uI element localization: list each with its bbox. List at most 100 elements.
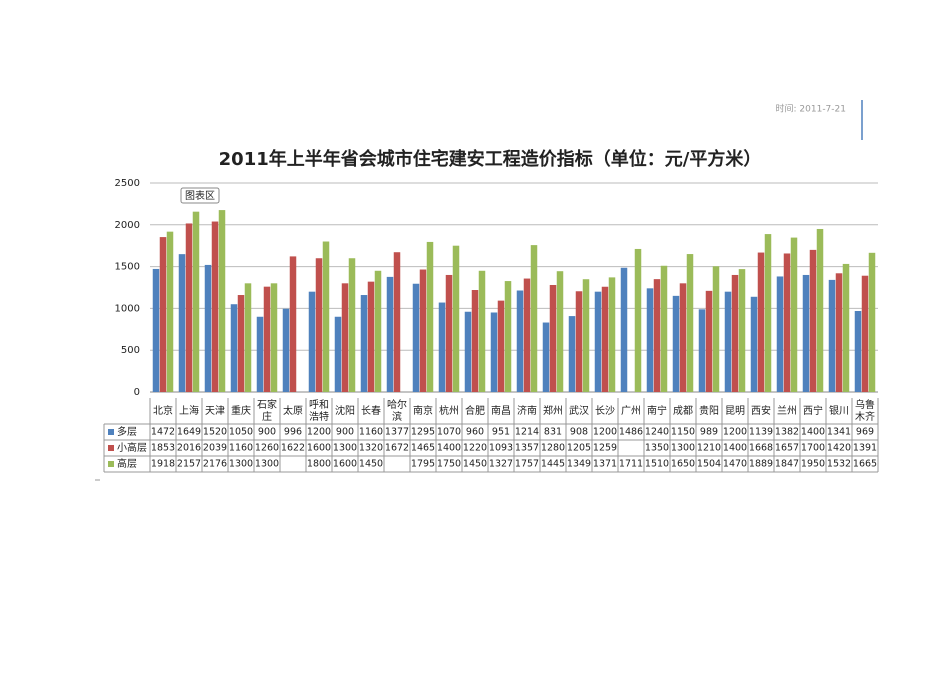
bar bbox=[348, 258, 356, 392]
bar bbox=[497, 300, 505, 392]
table-value: 1300 bbox=[671, 443, 695, 454]
bar bbox=[582, 279, 590, 392]
table-value: 1520 bbox=[203, 427, 227, 438]
table-value: 1300 bbox=[255, 459, 279, 470]
table-value: 1450 bbox=[359, 459, 383, 470]
x-tick-label: 兰州 bbox=[777, 404, 797, 417]
bar bbox=[705, 290, 713, 392]
bar bbox=[575, 291, 583, 392]
bar bbox=[783, 253, 791, 392]
table-value: 1600 bbox=[333, 459, 357, 470]
bar bbox=[802, 274, 810, 392]
bar bbox=[244, 283, 252, 392]
x-tick-label: 南京 bbox=[413, 404, 433, 417]
table-value: 1665 bbox=[853, 459, 877, 470]
x-tick-label: 武汉 bbox=[569, 404, 589, 417]
table-value: 1672 bbox=[385, 443, 409, 454]
bar bbox=[634, 248, 642, 392]
bar bbox=[211, 221, 219, 392]
table-value: 1532 bbox=[827, 459, 851, 470]
x-tick-label: 成都 bbox=[673, 405, 693, 417]
tooltip: 图表区 bbox=[185, 189, 215, 202]
y-tick-label: 1500 bbox=[115, 262, 140, 273]
table-value: 1450 bbox=[463, 459, 487, 470]
bar bbox=[490, 312, 498, 392]
table-value: 1139 bbox=[749, 427, 773, 438]
table-value: 1240 bbox=[645, 427, 669, 438]
bar bbox=[445, 274, 453, 392]
table-value: 1070 bbox=[437, 427, 461, 438]
bar bbox=[686, 254, 694, 392]
legend-swatch bbox=[108, 445, 114, 451]
table-value: 1377 bbox=[385, 427, 409, 438]
table-value: 960 bbox=[466, 427, 484, 438]
bar bbox=[620, 267, 628, 392]
tooltip-box bbox=[180, 187, 220, 204]
table-value: 1341 bbox=[827, 427, 851, 438]
x-tick-label: 沈阳 bbox=[335, 404, 355, 417]
table-value: 1357 bbox=[515, 443, 539, 454]
bar bbox=[750, 296, 758, 392]
table-value: 1800 bbox=[307, 459, 331, 470]
x-tick-label: 北京 bbox=[153, 404, 173, 417]
x-tick-label: 西宁 bbox=[803, 404, 823, 417]
bar bbox=[549, 284, 557, 392]
bar bbox=[816, 228, 824, 392]
table-value: 1470 bbox=[723, 459, 747, 470]
bar bbox=[374, 270, 382, 392]
table-value: 900 bbox=[336, 427, 354, 438]
y-tick-label: 2000 bbox=[115, 220, 140, 231]
x-tick-label: 哈尔滨 bbox=[387, 398, 407, 423]
x-tick-label: 南昌 bbox=[491, 404, 511, 417]
x-tick-label: 太原 bbox=[283, 404, 303, 417]
table-value: 1757 bbox=[515, 459, 539, 470]
table-value: 1093 bbox=[489, 443, 513, 454]
bar bbox=[556, 271, 564, 392]
bar bbox=[367, 281, 375, 392]
bar bbox=[672, 295, 680, 392]
table-value: 1200 bbox=[307, 427, 331, 438]
x-tick-label: 广州 bbox=[621, 405, 641, 417]
bar bbox=[523, 278, 531, 392]
bar bbox=[393, 252, 401, 392]
bar bbox=[315, 258, 323, 392]
bar bbox=[868, 252, 876, 392]
table-value: 2176 bbox=[203, 459, 227, 470]
bar bbox=[412, 283, 420, 392]
table-value: 1320 bbox=[359, 443, 383, 454]
x-tick-label: 长沙 bbox=[595, 405, 615, 417]
bar bbox=[757, 252, 765, 392]
table-value: 1889 bbox=[749, 459, 773, 470]
bar bbox=[192, 211, 200, 392]
bar bbox=[256, 316, 264, 392]
table-value: 1205 bbox=[567, 443, 591, 454]
legend-label: 多层 bbox=[117, 425, 137, 438]
bar bbox=[542, 322, 550, 392]
table-value: 1400 bbox=[437, 443, 461, 454]
table-value: 2157 bbox=[177, 459, 201, 470]
table-value: 1918 bbox=[151, 459, 175, 470]
table-value: 1349 bbox=[567, 459, 591, 470]
table-value: 831 bbox=[544, 427, 562, 438]
table-value: 1472 bbox=[151, 427, 175, 438]
table-value: 1280 bbox=[541, 443, 565, 454]
bar bbox=[842, 263, 850, 392]
bar bbox=[282, 308, 290, 392]
bar bbox=[601, 286, 609, 392]
bar bbox=[308, 291, 316, 392]
table-value: 1465 bbox=[411, 443, 435, 454]
table-value: 1327 bbox=[489, 459, 513, 470]
bar bbox=[854, 310, 862, 392]
table-value: 2039 bbox=[203, 443, 227, 454]
bar bbox=[828, 279, 836, 392]
x-tick-label: 重庆 bbox=[231, 404, 251, 417]
x-tick-label: 西安 bbox=[751, 404, 771, 417]
table-value: 1160 bbox=[359, 427, 383, 438]
chart-title: 2011年上半年省会城市住宅建安工程造价指标（单位：元/平方米） bbox=[219, 148, 762, 170]
bar bbox=[204, 264, 212, 392]
bar bbox=[334, 316, 342, 392]
table-value: 951 bbox=[492, 427, 510, 438]
table-value: 1711 bbox=[619, 459, 643, 470]
y-tick-label: 2500 bbox=[115, 178, 140, 189]
